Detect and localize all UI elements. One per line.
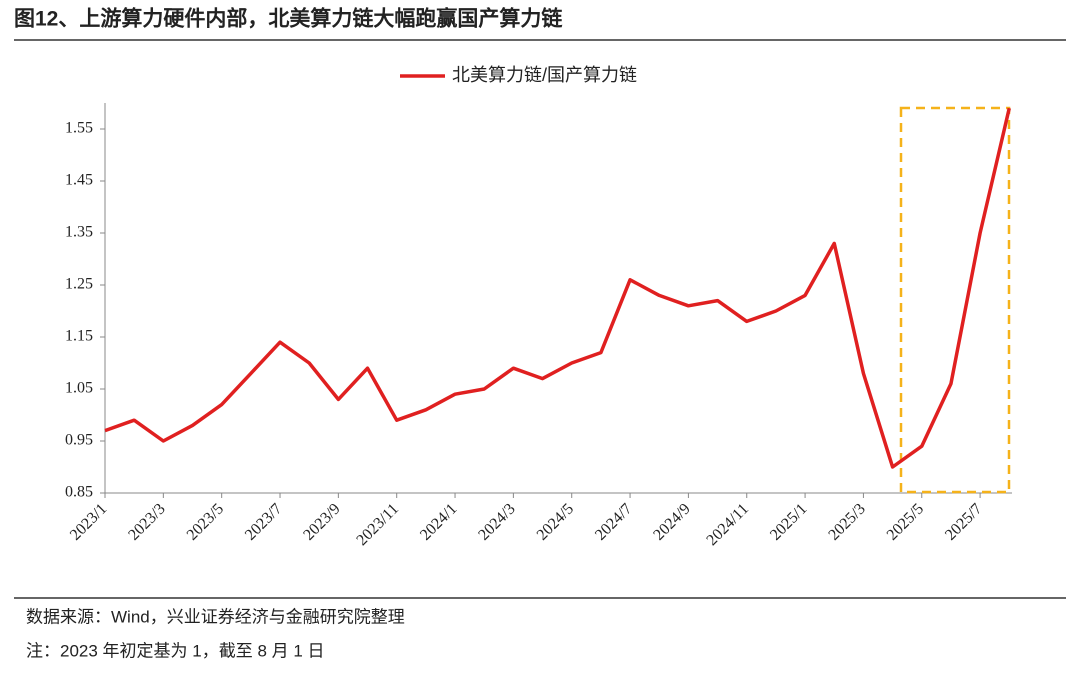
x-tick-label: 2024/11: [703, 500, 752, 549]
x-tick-label: 2025/1: [767, 500, 810, 543]
y-tick-label: 1.45: [65, 172, 93, 189]
y-tick-label: 1.25: [65, 276, 93, 293]
y-tick-label: 0.95: [65, 432, 93, 449]
series-line: [104, 107, 1011, 469]
y-tick-label: 1.35: [65, 224, 93, 241]
y-tick-label: 1.15: [65, 328, 93, 345]
x-tick-label: 2024/9: [650, 500, 693, 543]
x-tick-label: 2023/9: [300, 500, 343, 543]
x-tick-label: 2025/5: [884, 500, 927, 543]
x-tick-label: 2024/7: [592, 500, 635, 543]
chart-title: 图12、上游算力硬件内部，北美算力链大幅跑赢国产算力链: [14, 7, 563, 31]
source-note: 数据来源：Wind，兴业证券经济与金融研究院整理: [26, 607, 405, 626]
y-tick-label: 0.85: [65, 484, 93, 501]
y-tick-label: 1.55: [65, 120, 93, 137]
x-tick-label: 2024/1: [417, 500, 460, 543]
legend-label: 北美算力链/国产算力链: [452, 65, 637, 85]
highlight-box: [899, 106, 1011, 494]
x-tick-label: 2025/3: [825, 500, 868, 543]
x-tick-label: 2024/3: [475, 500, 518, 543]
footnote: 注：2023 年初定基为 1，截至 8 月 1 日: [26, 641, 325, 660]
x-tick-label: 2023/3: [125, 500, 168, 543]
x-tick-label: 2023/11: [353, 500, 402, 549]
x-tick-label: 2023/1: [67, 500, 110, 543]
x-tick-label: 2024/5: [534, 500, 577, 543]
x-tick-label: 2025/7: [942, 500, 985, 543]
x-tick-label: 2023/5: [184, 500, 227, 543]
x-tick-label: 2023/7: [242, 500, 285, 543]
y-tick-label: 1.05: [65, 380, 93, 397]
